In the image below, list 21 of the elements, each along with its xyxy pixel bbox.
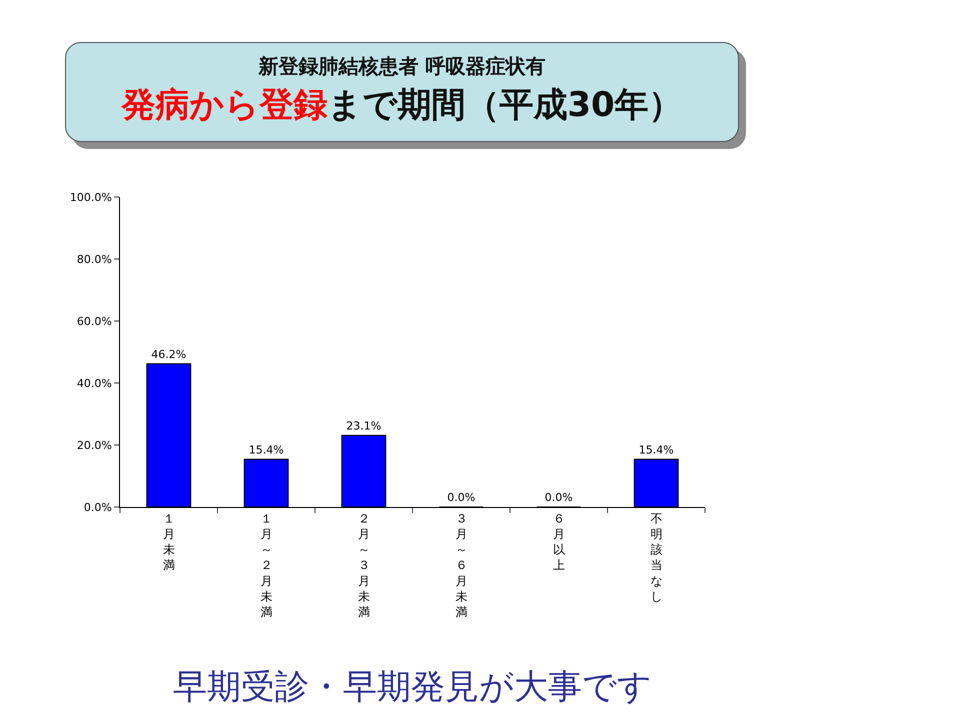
y-tick-label: 80.0% — [76, 252, 112, 266]
data-label: 23.1% — [346, 419, 382, 432]
text: 早期受診・早期発見が大事です — [173, 667, 652, 707]
x-tick-label: 不明該当なし — [650, 511, 662, 604]
data-label: 15.4% — [638, 443, 674, 456]
y-tick-label: 20.0% — [76, 438, 112, 452]
x-tick-label: ３月～６月未満 — [455, 511, 468, 619]
data-label: 0.0% — [544, 491, 573, 504]
data-label: 15.4% — [248, 443, 284, 456]
y-tick-label: 100.0% — [70, 190, 112, 204]
x-tick-label: １月未満 — [162, 511, 175, 572]
x-tick-label: ６月以上 — [552, 511, 565, 572]
y-tick-label: 60.0% — [76, 314, 112, 328]
y-tick-label: 40.0% — [76, 376, 112, 390]
y-tick-label: 0.0% — [84, 500, 112, 514]
data-label: 46.2% — [151, 348, 186, 361]
data-label: 0.0% — [447, 491, 476, 504]
chart-title: 新登録肺結核患者 呼吸器症状有 — [257, 53, 546, 80]
x-tick-label: １月～２月未満 — [260, 511, 272, 619]
x-tick-label: ２月～３月未満 — [358, 511, 370, 619]
chart-subtitle: 発病から登録まで期間（平成30年） — [120, 84, 684, 127]
